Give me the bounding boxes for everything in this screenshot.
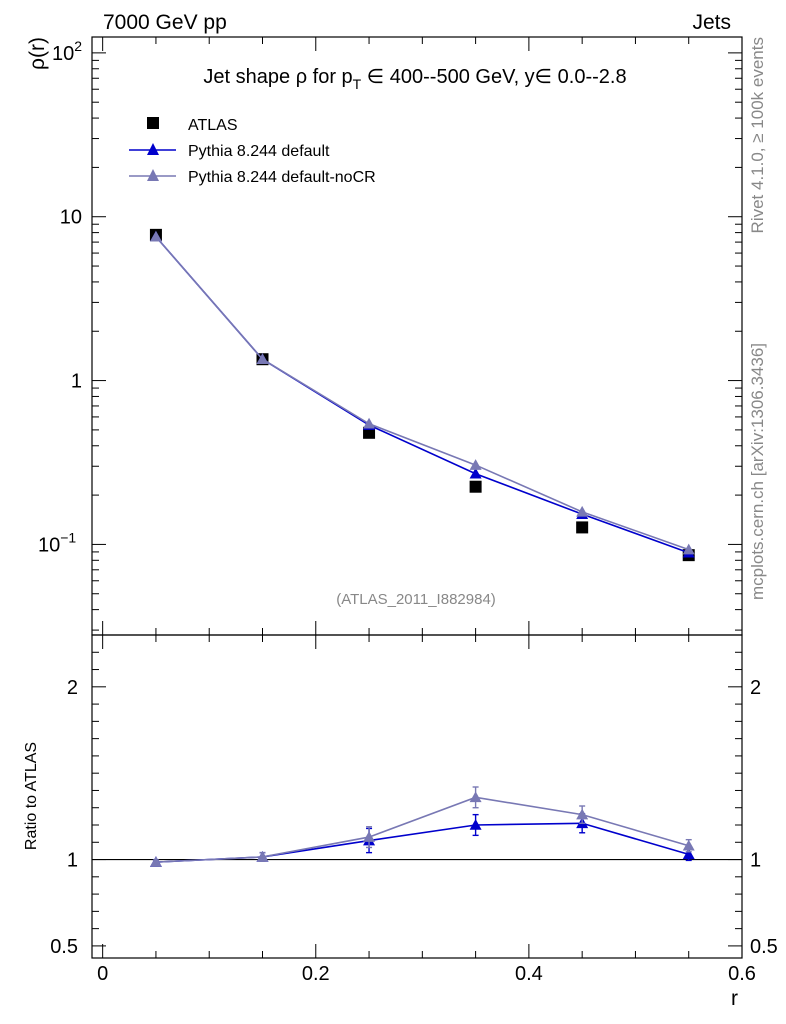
y-tick-base: 10 [52, 43, 74, 65]
title-sub: T [353, 76, 362, 92]
ratio-ylabel: Ratio to ATLAS [23, 742, 40, 850]
legend-nocr-marker [147, 169, 159, 181]
main-axis-ticks [92, 37, 743, 958]
x-tick-label: 0.2 [302, 963, 330, 985]
x-tick-labels: 0 0.2 0.4 0.6 [97, 963, 756, 985]
legend: ATLAS Pythia 8.244 default Pythia 8.244 … [129, 117, 376, 186]
nocr-ratio-point [149, 856, 162, 867]
x-tick-label: 0.4 [515, 963, 543, 985]
y-tick-label: 1 [71, 371, 82, 393]
rivet-label: Rivet 4.1.0, ≥ 100k events [748, 37, 767, 233]
legend-default-marker [147, 143, 159, 155]
nocr-data-point [363, 417, 376, 429]
y-tick-label: 102 [52, 38, 82, 65]
header-left: 7000 GeV pp [103, 11, 227, 34]
nocr-ratio-point [256, 850, 269, 862]
main-data-marks [149, 228, 695, 562]
atlas-data-point [576, 521, 589, 534]
nocr-ratio-point [682, 839, 695, 851]
title-for: for p [307, 66, 353, 88]
nocr-ratio-point [576, 808, 589, 820]
chart-title: Jet shape ρ for pT ∈ 400--500 GeV, y∈ 0.… [203, 66, 626, 92]
main-ylabel: ρ(r) [26, 37, 49, 70]
x-tick-label: 0 [97, 963, 108, 985]
ratio-y-tick-label: 0.5 [50, 936, 78, 958]
nocr-data-point [682, 543, 695, 555]
ratio-frame [91, 634, 743, 959]
y-tick-label: 10−1 [38, 529, 76, 556]
y-tick-exponent: 2 [74, 38, 82, 54]
nocr-series-line [155, 236, 689, 551]
nocr-data-point [149, 230, 162, 242]
legend-default-label: Pythia 8.244 default [188, 143, 330, 160]
y-tick-base: 10 [60, 207, 82, 229]
nocr-ratio-point [363, 831, 376, 842]
title-prefix: Jet shape [203, 66, 295, 88]
x-axis-label: r [731, 987, 738, 1010]
default-series-line [155, 236, 689, 554]
ratio-y-tick-labels: 0.5 0.5 1 1 2 2 [50, 677, 778, 958]
ratio-y-tick-label: 1 [67, 850, 78, 872]
nocr-ratio-line [155, 796, 689, 863]
default-ratio-point [469, 819, 482, 830]
ratio-y-tick-label-right: 1 [750, 850, 761, 872]
ratio-y-tick-label-right: 2 [750, 677, 761, 699]
y-tick-label: 10 [60, 207, 82, 229]
atlas-data-point [469, 480, 482, 493]
ratio-data-marks [149, 786, 695, 867]
legend-atlas-marker [147, 117, 159, 129]
nocr-data-point [576, 505, 589, 517]
x-tick-label: 0.6 [728, 963, 756, 985]
ratio-y-tick-label: 2 [67, 677, 78, 699]
nocr-data-point [469, 459, 482, 470]
mcplots-label: mcplots.cern.ch [arXiv:1306.3436] [748, 343, 767, 600]
legend-atlas-label: ATLAS [188, 117, 238, 134]
y-tick-base: 1 [71, 371, 82, 393]
y-tick-exponent: −1 [60, 529, 76, 545]
header-right: Jets [692, 11, 731, 34]
ratio-axis-ticks [92, 634, 742, 947]
analysis-watermark: (ATLAS_2011_I882984) [336, 591, 496, 608]
default-ratio-line [155, 822, 689, 863]
legend-nocr-label: Pythia 8.244 default-noCR [188, 169, 376, 186]
nocr-data-point [256, 353, 269, 365]
ratio-y-tick-label-right: 0.5 [750, 936, 778, 958]
nocr-ratio-point [469, 791, 482, 803]
y-tick-base: 10 [38, 534, 60, 556]
default-ratio-point [682, 848, 695, 860]
title-range: ∈ 400--500 GeV, y∈ 0.0--2.8 [361, 66, 626, 88]
title-rho: ρ [296, 66, 307, 88]
default-data-point [469, 467, 482, 479]
